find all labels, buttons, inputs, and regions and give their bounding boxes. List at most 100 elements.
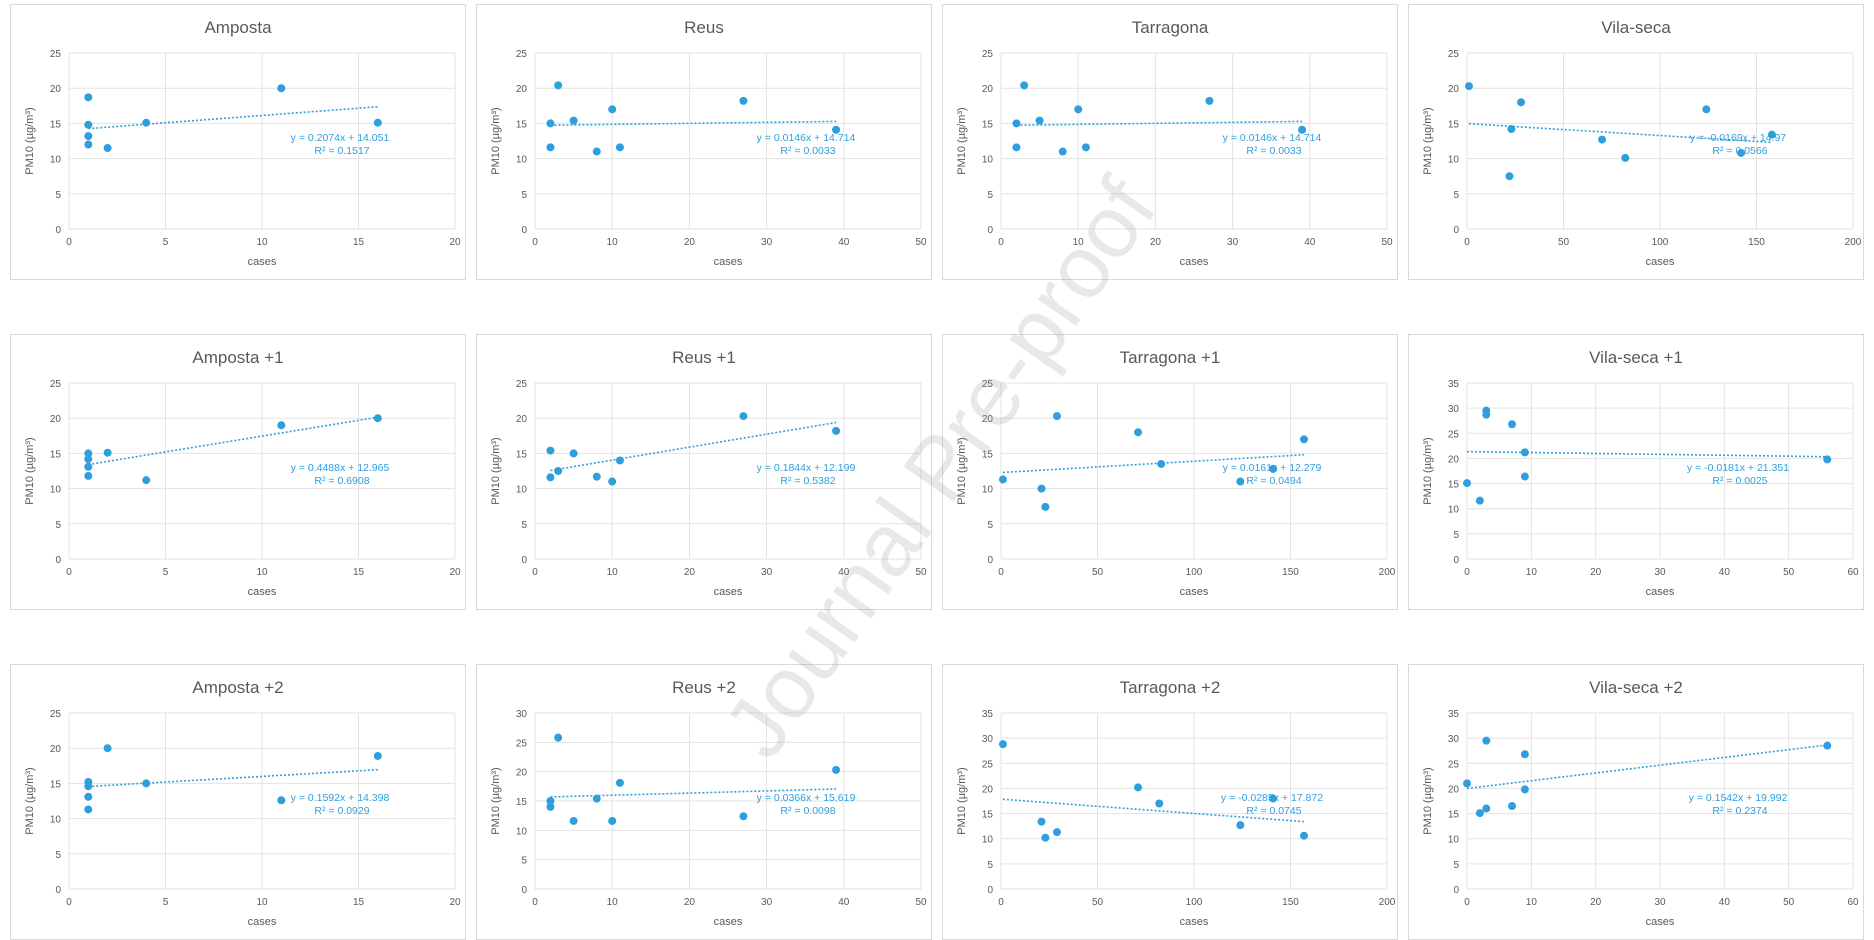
x-tick-label: 5: [163, 567, 169, 578]
data-point: [832, 426, 841, 435]
y-tick-label: 0: [521, 225, 527, 236]
data-point: [1012, 119, 1021, 128]
x-tick-label: 20: [1590, 897, 1602, 908]
y-tick-label: 15: [982, 449, 994, 460]
data-point: [615, 778, 624, 787]
data-point: [1157, 459, 1166, 468]
chart-panel: Reus +2 0 5 10 15 20 25 30 0 10 20 30 40 50 cases PM10 …: [476, 664, 932, 940]
x-tick-label: 0: [66, 897, 72, 908]
chart-title: Reus +1: [672, 348, 736, 367]
x-axis-label: cases: [714, 586, 743, 598]
trend-equation: y = 0.1542x + 19.992: [1689, 792, 1788, 804]
y-tick-label: 25: [516, 49, 528, 60]
y-tick-label: 10: [50, 815, 62, 826]
chart-title: Vila-seca +2: [1589, 678, 1683, 697]
r-squared: R² = 0.0745: [1246, 805, 1301, 817]
data-point: [84, 140, 93, 149]
x-tick-label: 40: [1719, 897, 1731, 908]
y-axis-label: PM10 (µg/m³): [956, 767, 968, 834]
y-tick-label: 25: [50, 379, 62, 390]
data-point: [554, 733, 563, 742]
trend-equation: y = 0.1592x + 14.398: [291, 792, 390, 804]
data-point: [84, 132, 93, 141]
x-tick-label: 20: [449, 237, 461, 248]
data-point: [739, 412, 748, 421]
data-point: [1520, 750, 1529, 759]
scatter-plot: Tarragona +2 0 5 10 15 20 25 30 35 0 50 100 150 200 ca…: [956, 678, 1396, 928]
x-tick-label: 0: [1464, 897, 1470, 908]
x-axis-label: cases: [1180, 586, 1209, 598]
trendline: [88, 416, 378, 466]
data-point: [554, 467, 563, 475]
trend-equation: y = 0.4488x + 12.965: [291, 462, 390, 474]
chart-panel: Amposta +1 0 5 10 15 20 25 0 5 10 15 20 cases PM10 (µ…: [10, 334, 466, 610]
data-point: [1823, 455, 1832, 464]
y-tick-label: 10: [982, 155, 994, 166]
x-tick-label: 10: [1526, 567, 1538, 578]
x-tick-label: 10: [1073, 237, 1085, 248]
y-tick-label: 20: [1448, 454, 1460, 465]
y-tick-label: 25: [1448, 429, 1460, 440]
data-point: [1205, 96, 1214, 105]
data-point: [1134, 428, 1143, 437]
y-tick-label: 15: [1448, 119, 1460, 130]
y-tick-label: 5: [521, 856, 527, 867]
chart-title: Tarragona: [1132, 18, 1209, 37]
data-point: [739, 96, 748, 105]
x-tick-label: 0: [1464, 237, 1470, 248]
chart-panel: Vila-seca +2 0 5 10 15 20 25 30 35 0 10 20 30 40 50 60 c…: [1408, 664, 1864, 940]
x-tick-label: 40: [838, 897, 850, 908]
data-point: [615, 456, 624, 465]
data-point: [84, 792, 93, 801]
data-point: [1041, 833, 1050, 842]
data-point: [373, 414, 382, 423]
x-tick-label: 20: [449, 897, 461, 908]
x-tick-label: 50: [1092, 567, 1104, 578]
y-tick-label: 35: [1448, 379, 1460, 390]
x-tick-label: 0: [998, 237, 1004, 248]
x-tick-label: 100: [1652, 237, 1669, 248]
x-axis-label: cases: [1646, 256, 1675, 268]
data-point: [1475, 809, 1484, 818]
y-tick-label: 5: [1453, 190, 1459, 201]
y-tick-label: 0: [1453, 555, 1459, 566]
data-point: [1269, 794, 1278, 803]
data-point: [1702, 105, 1711, 114]
data-point: [1052, 412, 1061, 421]
y-tick-label: 25: [982, 49, 994, 60]
y-tick-label: 20: [50, 84, 62, 95]
y-tick-label: 20: [1448, 84, 1460, 95]
trendline: [88, 105, 378, 130]
y-tick-label: 20: [982, 84, 994, 95]
y-tick-label: 20: [50, 414, 62, 425]
data-point: [142, 476, 151, 485]
x-tick-label: 50: [1783, 567, 1795, 578]
chart-title: Amposta +1: [192, 348, 283, 367]
data-point: [1300, 831, 1309, 840]
scatter-plot: Vila-seca +1 0 5 10 15 20 25 30 35 0 10 20 30 40 50 60 c…: [1422, 348, 1859, 598]
x-tick-label: 50: [1381, 237, 1393, 248]
data-point: [1508, 420, 1517, 429]
data-point: [277, 796, 286, 805]
y-axis-label: PM10 (µg/m³): [490, 107, 502, 174]
y-tick-label: 0: [55, 225, 61, 236]
y-tick-label: 5: [521, 190, 527, 201]
y-tick-label: 0: [987, 225, 993, 236]
x-tick-label: 10: [1526, 897, 1538, 908]
x-tick-label: 40: [838, 237, 850, 248]
y-tick-label: 25: [982, 759, 994, 770]
trendline: [88, 768, 378, 788]
chart-panel: Reus 0 5 10 15 20 25 0 10 20 30 40 50 cases PM10 (µg/m…: [476, 4, 932, 280]
chart-title: Tarragona +1: [1120, 348, 1221, 367]
x-tick-label: 10: [256, 567, 268, 578]
x-tick-label: 60: [1847, 567, 1859, 578]
r-squared: R² = 0.0566: [1712, 145, 1767, 157]
data-point: [1464, 82, 1473, 91]
x-tick-label: 30: [761, 897, 773, 908]
y-tick-label: 10: [1448, 505, 1460, 516]
x-tick-label: 60: [1847, 897, 1859, 908]
chart-title: Amposta: [204, 18, 272, 37]
data-point: [1037, 817, 1046, 826]
y-axis-label: PM10 (µg/m³): [1422, 437, 1434, 504]
x-tick-label: 50: [915, 567, 927, 578]
